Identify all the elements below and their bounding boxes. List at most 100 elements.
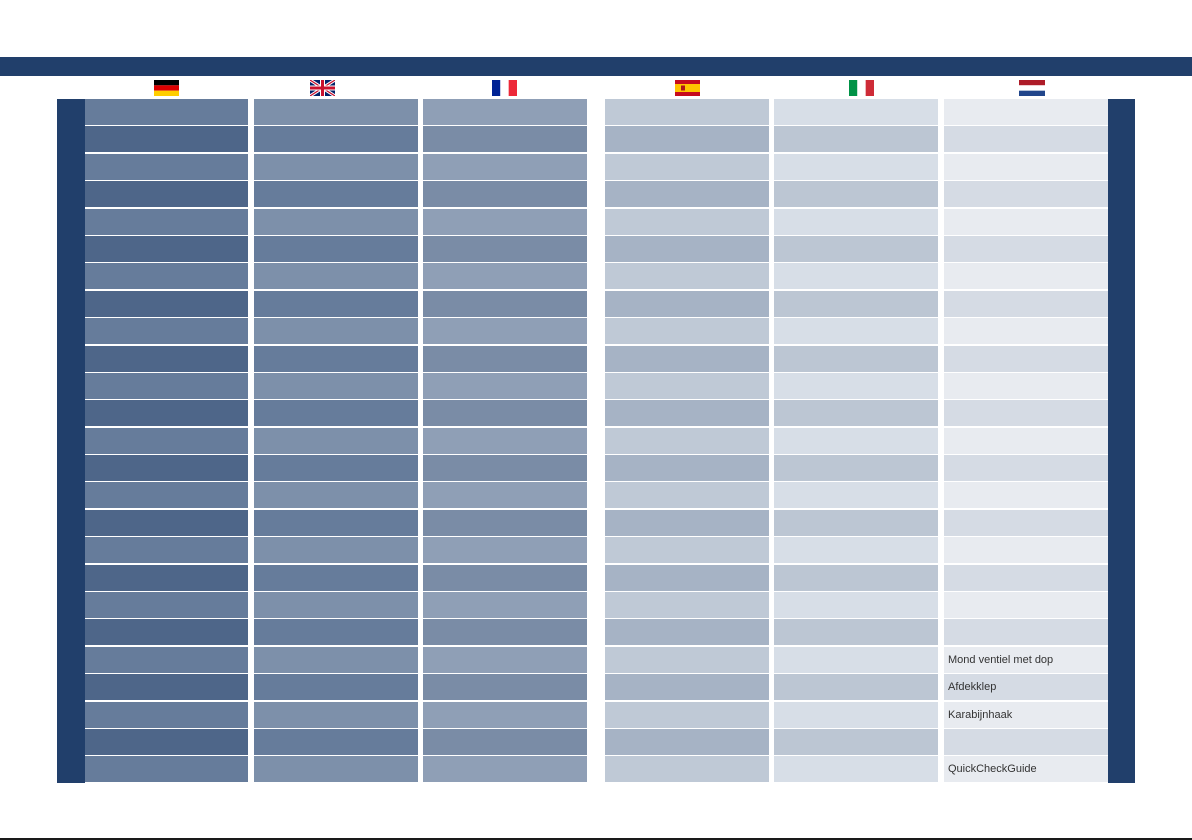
table-cell [254, 674, 418, 701]
table-cell [85, 400, 248, 427]
table-cell [423, 509, 587, 536]
table-cell: QuickCheckGuide [944, 756, 1108, 783]
table-cell [423, 674, 587, 701]
table-cell [423, 372, 587, 399]
table-cell: Karabijnhaak [944, 701, 1108, 728]
table-cell [423, 619, 587, 646]
table-cell [85, 208, 248, 235]
table-cell [85, 756, 248, 783]
table-cell [254, 728, 418, 755]
table-cell [944, 482, 1108, 509]
table-cell [605, 674, 769, 701]
table-cell [85, 372, 248, 399]
table-cell [85, 153, 248, 180]
dutch-flag-icon [1019, 80, 1045, 96]
bottom-rule [0, 838, 1192, 840]
table-cell [423, 235, 587, 262]
table-cell [423, 455, 587, 482]
table-cell [423, 263, 587, 290]
table-cell [605, 537, 769, 564]
table-cell [85, 728, 248, 755]
table-cell [85, 509, 248, 536]
table-cell [605, 756, 769, 783]
table-cell [85, 482, 248, 509]
table-cell [254, 290, 418, 317]
table-cell [774, 701, 938, 728]
table-cell [85, 619, 248, 646]
table-cell [423, 756, 587, 783]
table-cell [254, 208, 418, 235]
table-cell [944, 345, 1108, 372]
table-cell [605, 728, 769, 755]
table-cell [944, 181, 1108, 208]
table-cell [85, 181, 248, 208]
table-cell [423, 153, 587, 180]
table-cell [254, 564, 418, 591]
french-flag-icon [492, 80, 517, 96]
table-cell [774, 509, 938, 536]
table-cell [254, 756, 418, 783]
table-cell [254, 318, 418, 345]
table-cell [254, 427, 418, 454]
table-cell [423, 181, 587, 208]
table-cell [944, 619, 1108, 646]
table-cell [944, 427, 1108, 454]
table-cell [605, 372, 769, 399]
table-cell [774, 728, 938, 755]
table-cell [605, 509, 769, 536]
table-cell [944, 728, 1108, 755]
table-cell [254, 263, 418, 290]
table-cell [254, 126, 418, 153]
table-cell [254, 345, 418, 372]
table-cell [605, 153, 769, 180]
table-cell [774, 619, 938, 646]
table-cell [774, 99, 938, 125]
table-cell [254, 455, 418, 482]
table-cell [254, 646, 418, 673]
dutch-column: Mond ventiel met dop Afdekklep Karabijnhaa… [944, 99, 1108, 783]
table-cell [423, 537, 587, 564]
table-cell [605, 208, 769, 235]
table-cell [423, 646, 587, 673]
table-cell [944, 235, 1108, 262]
table-cell [85, 564, 248, 591]
table-cell [254, 482, 418, 509]
table-cell [774, 537, 938, 564]
table-cell [605, 564, 769, 591]
table-cell [605, 99, 769, 125]
table-cell [605, 427, 769, 454]
table-cell [774, 646, 938, 673]
italian-flag-icon [849, 80, 874, 96]
table-cell [605, 592, 769, 619]
table-cell [774, 482, 938, 509]
french-column [423, 99, 587, 783]
table-cell [85, 318, 248, 345]
table-cell: Afdekklep [944, 674, 1108, 701]
table-cell [423, 400, 587, 427]
table-cell [944, 263, 1108, 290]
table-cell [774, 208, 938, 235]
table-cell [774, 290, 938, 317]
english-column [254, 99, 418, 783]
table-cell [254, 235, 418, 262]
table-cell [423, 345, 587, 372]
table-cell [254, 537, 418, 564]
table-cell [85, 646, 248, 673]
header-bar [0, 57, 1192, 76]
table-cell [944, 564, 1108, 591]
table-cell [944, 400, 1108, 427]
table-cell [605, 646, 769, 673]
spanish-flag-icon [675, 80, 700, 96]
table-cell [605, 400, 769, 427]
table-cell [85, 455, 248, 482]
german-column [85, 99, 248, 783]
uk-flag-icon [309, 78, 336, 98]
table-cell [774, 153, 938, 180]
table-cell [774, 592, 938, 619]
table-cell [85, 701, 248, 728]
table-cell [605, 318, 769, 345]
table-cell [85, 126, 248, 153]
table-cell [423, 728, 587, 755]
spanish-column [605, 99, 769, 783]
table-cell [254, 372, 418, 399]
